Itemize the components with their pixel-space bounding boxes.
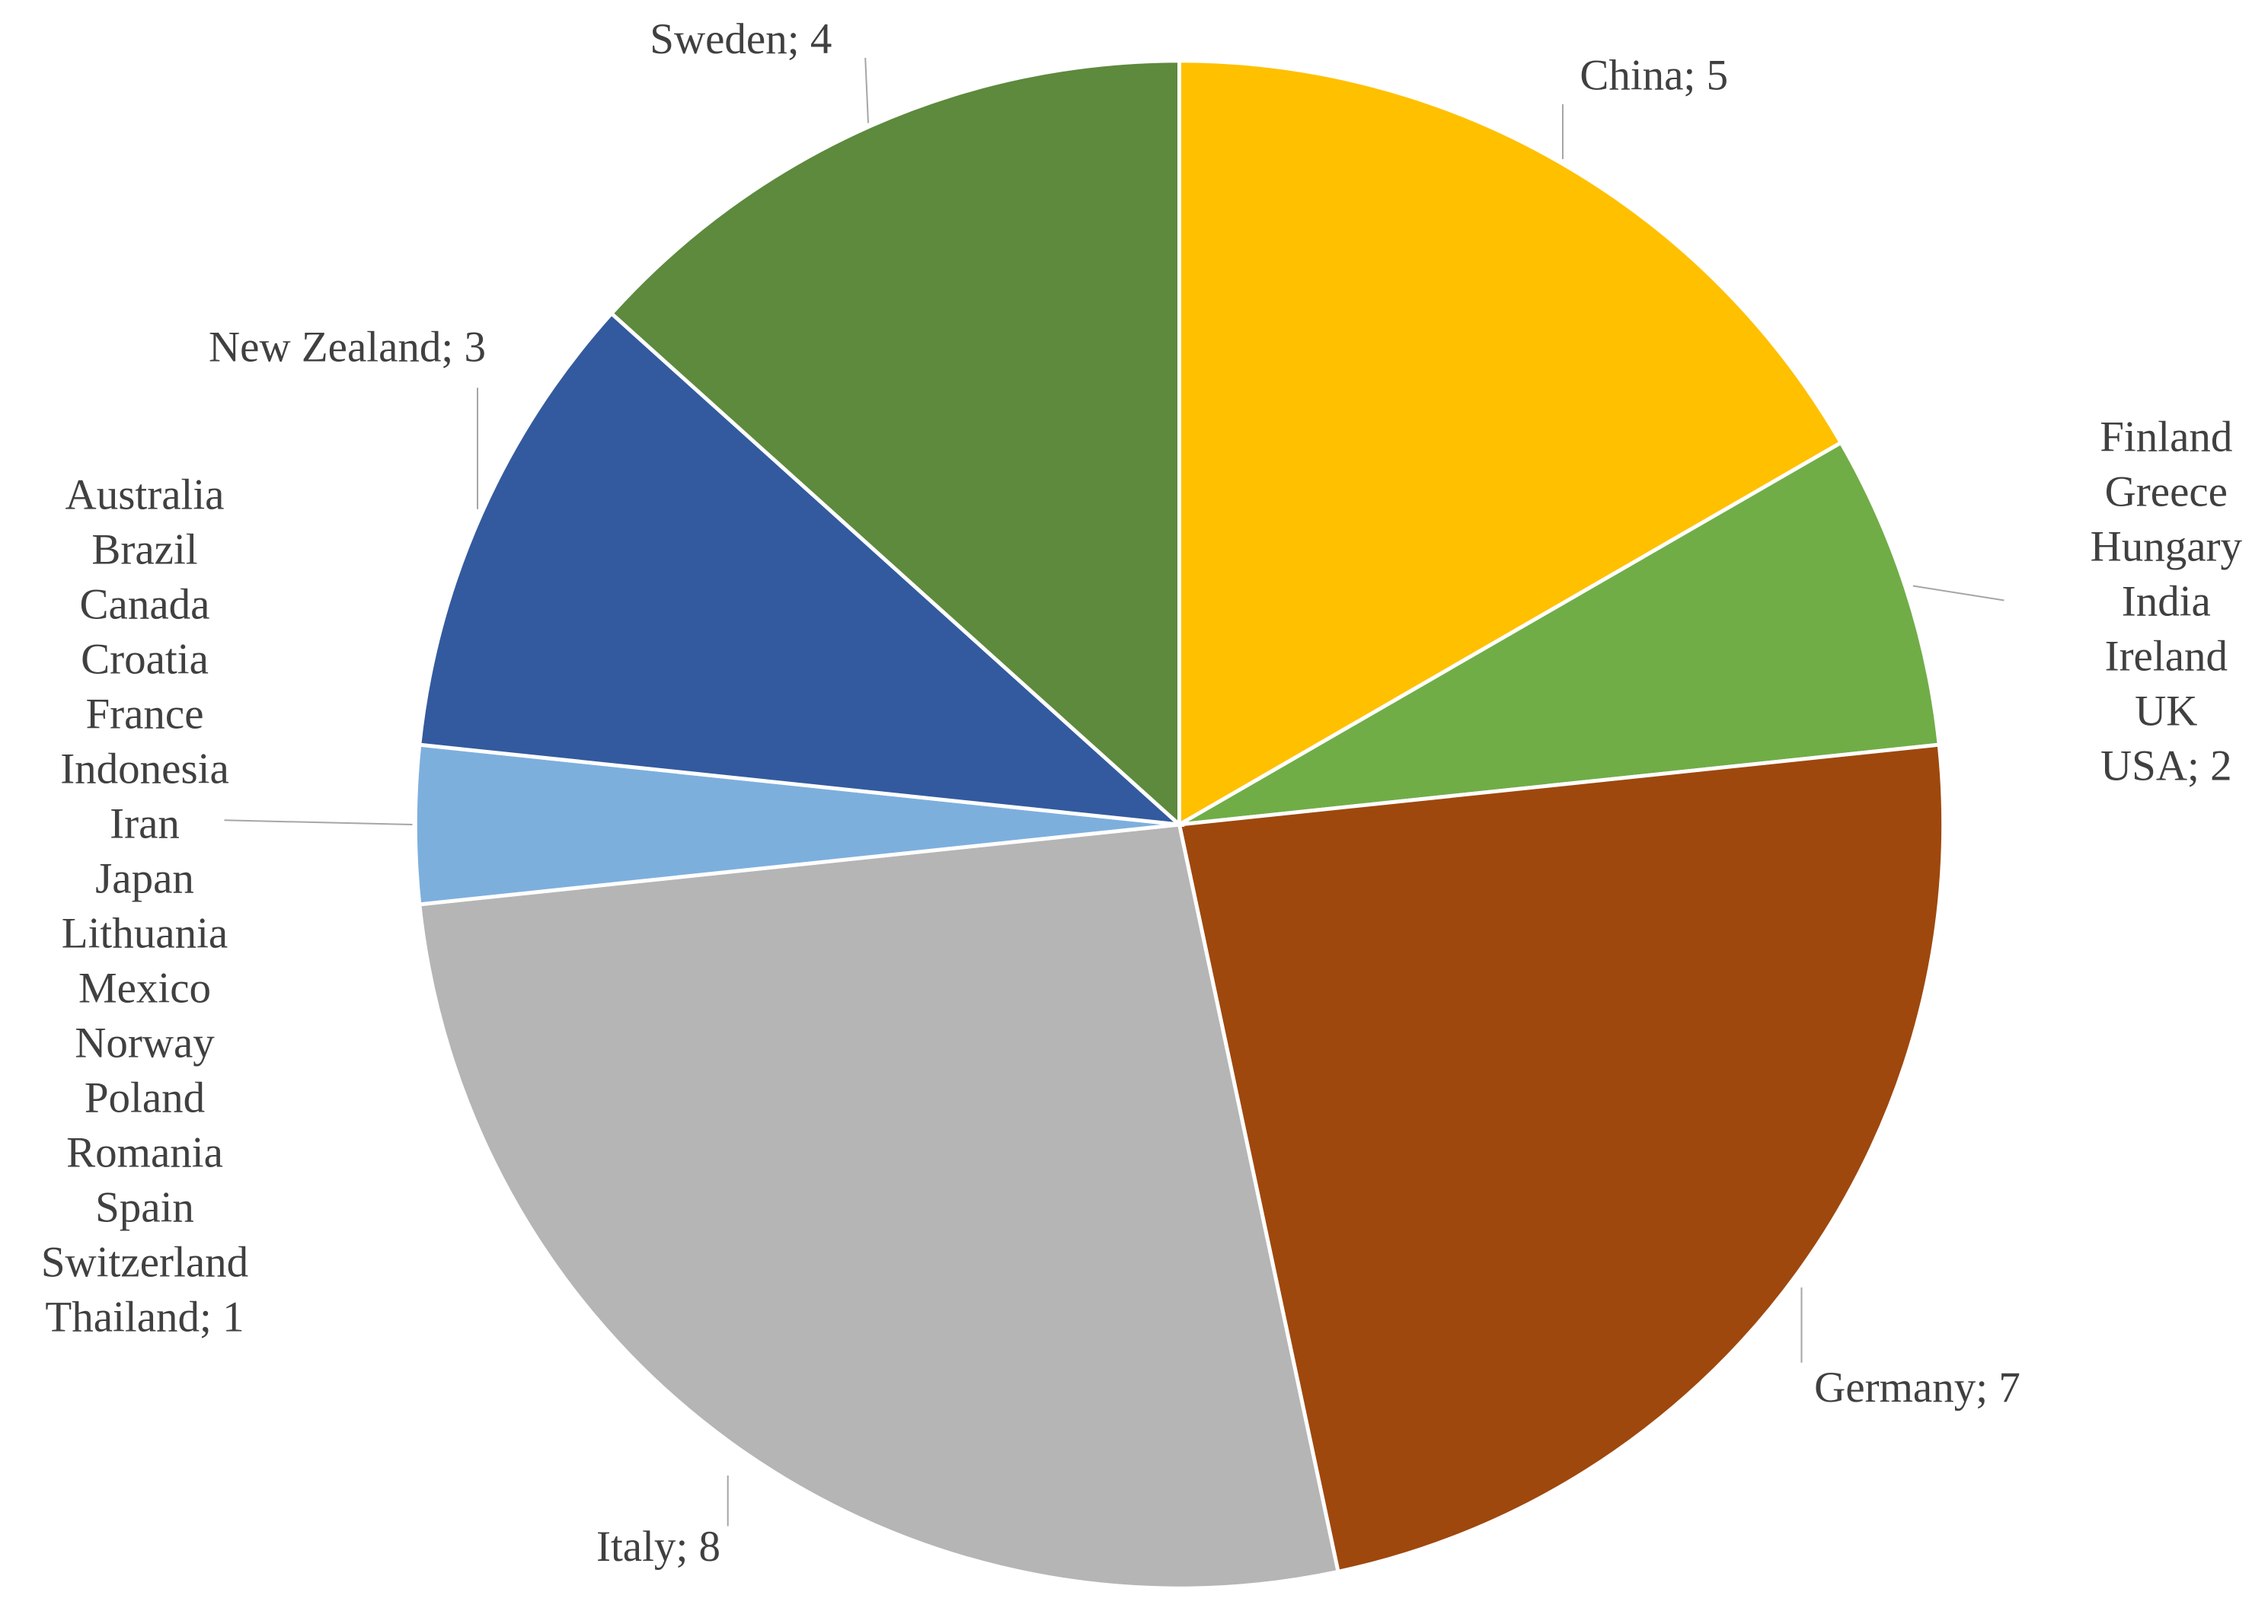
category-label: Mexico [78, 965, 211, 1013]
label-separator: ; [1683, 52, 1706, 100]
category-label: Italy [596, 1523, 676, 1571]
pie-slice [417, 822, 1341, 1590]
category-label: Sweden [650, 15, 787, 63]
leader-line [864, 57, 869, 123]
label-separator: ; [676, 1523, 698, 1571]
category-label: Thailand [45, 1294, 200, 1342]
leader-line [1912, 585, 2004, 601]
category-label: Croatia [81, 636, 209, 684]
value-label: 5 [1707, 52, 1729, 100]
category-label: Lithuania [62, 910, 228, 958]
value-label: 7 [1998, 1364, 2020, 1412]
data-label: Australia Brazil Canada Croatia France Indone… [41, 471, 248, 1342]
data-label: Italy; 8 [596, 1523, 720, 1571]
data-label: Finland Greece Hungary India Ireland UK USA; 2 [2091, 413, 2243, 790]
category-label: Indonesia [60, 745, 229, 793]
category-label: Poland [85, 1074, 205, 1122]
category-label: Iran [110, 800, 180, 848]
category-label: Hungary [2091, 523, 2243, 571]
pie-slice [609, 59, 1181, 829]
category-label: Japan [95, 855, 194, 903]
category-label: UK [2135, 688, 2197, 735]
category-label: China [1580, 52, 1683, 100]
category-label: Canada [80, 581, 210, 629]
value-label: 4 [810, 15, 832, 63]
category-label: India [2122, 578, 2211, 626]
category-label: Ireland [2105, 633, 2228, 681]
value-label: 1 [222, 1294, 244, 1342]
category-label: Greece [2105, 468, 2228, 516]
label-separator: ; [200, 1294, 222, 1342]
label-separator: ; [441, 324, 464, 372]
category-label: Germany [1814, 1364, 1976, 1412]
data-label: Sweden; 4 [650, 15, 832, 63]
category-label: New Zealand [209, 324, 441, 372]
category-label: USA [2100, 742, 2187, 790]
value-label: 8 [699, 1523, 721, 1571]
category-label: Spain [95, 1184, 194, 1232]
pie-slice [1177, 59, 1844, 828]
data-label: Germany; 7 [1814, 1364, 2020, 1412]
category-label: Norway [75, 1019, 215, 1067]
pie-slice [1178, 439, 1941, 827]
data-label: China; 5 [1580, 52, 1728, 100]
category-label: Brazil [91, 526, 197, 574]
pie-slice [1177, 742, 1946, 1575]
category-label: Switzerland [41, 1239, 248, 1287]
label-separator: ; [787, 15, 810, 63]
category-label: Romania [66, 1129, 223, 1177]
label-separator: ; [2187, 742, 2210, 790]
leader-line [224, 819, 413, 825]
value-label: 3 [465, 324, 487, 372]
data-label: New Zealand; 3 [209, 324, 486, 372]
category-label: France [85, 691, 203, 739]
category-label: Finland [2100, 413, 2232, 461]
category-label: Australia [65, 471, 225, 519]
value-label: 2 [2210, 742, 2232, 790]
pie-slice [417, 311, 1185, 828]
label-separator: ; [1976, 1364, 1998, 1412]
